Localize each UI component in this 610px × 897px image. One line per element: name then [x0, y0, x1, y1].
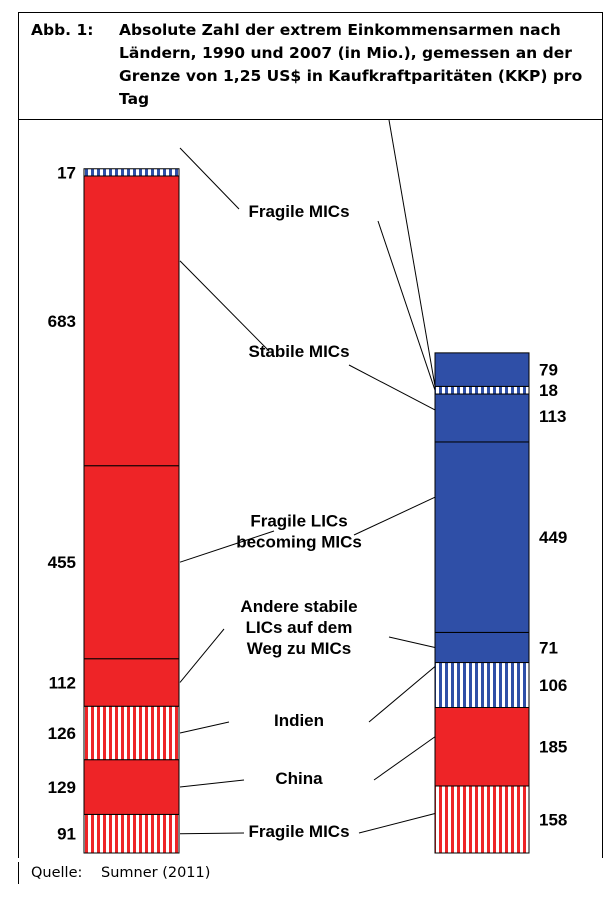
bar-segment-0-3	[83, 658, 180, 707]
chart-area: 91 129 126 112 455 683 17 158 185 106 71 449 113 18 79…	[18, 119, 603, 858]
value-label-0-2: 126	[48, 724, 76, 743]
figure-header: Abb. 1: Absolute Zahl der extrem Einkomm…	[18, 12, 603, 120]
category-label-6: Fragile MICs	[248, 202, 349, 221]
leader-line-5	[368, 666, 436, 723]
value-label-1-7: 79	[539, 361, 558, 380]
bar-segment-0-2	[83, 705, 180, 761]
value-label-1-3: 71	[539, 638, 558, 657]
leader-line-12	[179, 147, 240, 210]
bar-segment-1-6	[434, 385, 530, 395]
bar-segment-0-6	[83, 168, 180, 177]
chart-title: Absolute Zahl der extrem Einkommensarmen…	[119, 21, 583, 108]
leader-line-13	[377, 220, 436, 391]
category-label-3-line-2: Weg zu MICs	[247, 639, 352, 658]
value-label-1-1: 185	[539, 738, 567, 757]
leader-line-6	[179, 628, 225, 683]
bar-segment-1-2	[434, 662, 530, 708]
category-label-3-line-1: LICs auf dem	[246, 618, 353, 637]
value-label-0-6: 17	[57, 163, 76, 182]
leader-line-10	[179, 260, 270, 352]
bar-segment-1-1	[434, 706, 530, 787]
leader-line-1	[358, 813, 436, 834]
bar-segment-1-4	[434, 441, 530, 633]
leader-line-8	[179, 530, 275, 563]
leader-line-2	[179, 779, 245, 788]
leader-lines	[179, 119, 436, 835]
category-label-2: Indien	[274, 711, 324, 730]
leader-line-11	[348, 364, 436, 411]
value-label-1-0: 158	[539, 810, 567, 829]
bar-segment-1-3	[434, 631, 530, 664]
source-label: Quelle:	[31, 865, 83, 881]
value-label-0-0: 91	[57, 825, 76, 844]
category-label-4-line-1: becoming MICs	[236, 533, 362, 552]
stacked-bar-chart: 91 129 126 112 455 683 17 158 185 106 71 449 113 1879…	[48, 119, 568, 854]
category-label-4-line-0: Fragile LICs	[250, 512, 347, 531]
leader-line-0	[179, 832, 245, 835]
value-label-1-2: 106	[539, 676, 567, 695]
category-label-0: Fragile MICs	[248, 822, 349, 841]
value-label-0-1: 129	[48, 778, 76, 797]
value-label-0-5: 683	[48, 312, 76, 331]
category-labels: Fragile MICs China Indien Andere stabile LIC…	[236, 202, 362, 841]
source-note: Quelle: Sumner (2011)	[18, 862, 431, 884]
figure-number: Abb. 1:	[31, 21, 94, 39]
category-label-3-line-0: Andere stabile	[240, 597, 357, 616]
bar-segment-1-7	[434, 352, 530, 387]
bar-segment-0-1	[83, 759, 180, 815]
value-label-0-4: 455	[48, 553, 76, 572]
value-label-1-6: 18	[539, 381, 558, 400]
category-label-1: China	[275, 769, 323, 788]
category-label-5: Stabile MICs	[248, 342, 349, 361]
leader-line-9	[353, 496, 436, 536]
value-label-0-3: 112	[49, 673, 76, 692]
bar-segment-0-4	[83, 465, 180, 660]
bar-segment-0-5	[83, 175, 180, 467]
source-value: Sumner (2011)	[101, 865, 211, 881]
value-label-1-4: 449	[539, 528, 567, 547]
leader-line-7	[388, 636, 436, 648]
leader-line-4	[179, 721, 230, 734]
bar-segment-1-0	[434, 785, 530, 854]
bar-segment-0-0	[83, 813, 180, 854]
bar-segments	[83, 168, 530, 854]
value-label-1-5: 113	[539, 407, 566, 426]
leader-line-14	[388, 119, 436, 387]
leader-line-3	[373, 736, 436, 781]
bar-segment-1-5	[434, 393, 530, 443]
